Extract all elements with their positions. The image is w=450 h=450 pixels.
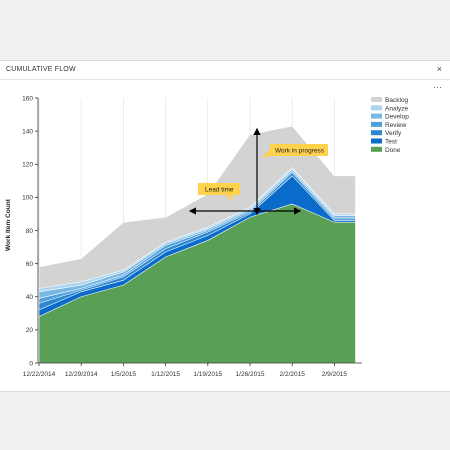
x-tick-label: 1/19/2015	[193, 371, 222, 378]
x-tick-label: 2/9/2015	[322, 371, 348, 378]
y-tick-label: 120	[22, 162, 33, 169]
legend-swatch	[371, 97, 382, 102]
wip-callout-pointer	[262, 149, 270, 158]
lead-time-callout-pointer	[226, 195, 232, 201]
panel-titlebar: CUMULATIVE FLOW ×	[0, 61, 450, 80]
panel-title: CUMULATIVE FLOW	[6, 66, 76, 73]
x-tick-label: 12/29/2014	[65, 371, 98, 378]
cumulative-flow-panel: CUMULATIVE FLOW × ··· 0 20 40 60 80 100 120 140…	[0, 60, 450, 392]
x-tick-label: 1/12/2015	[151, 371, 180, 378]
close-icon[interactable]: ×	[436, 64, 442, 74]
wip-callout-box	[270, 144, 328, 156]
cumulative-flow-chart: 0 20 40 60 80 100 120 140 160 12/22/2014 12/29/20…	[5, 95, 409, 378]
legend-label: Analyze	[385, 105, 409, 112]
chart-areas	[38, 125, 356, 364]
y-tick-label: 20	[26, 327, 34, 334]
legend-swatch	[371, 105, 382, 111]
y-tick-label: 100	[22, 195, 33, 202]
area-done	[38, 203, 356, 364]
y-tick-label: 80	[26, 228, 34, 235]
more-options-icon[interactable]: ···	[433, 82, 442, 92]
y-tick-label: 0	[29, 360, 33, 367]
legend-label: Done	[385, 147, 401, 154]
x-tick-label: 1/26/2015	[236, 371, 265, 378]
legend-swatch	[371, 138, 382, 144]
legend-swatch	[371, 130, 382, 136]
x-tick-label: 2/2/2015	[280, 371, 306, 378]
chart-callouts: Lead time Work in progress	[188, 127, 328, 216]
y-tick-label: 140	[22, 128, 33, 135]
y-tick-label: 160	[22, 95, 33, 102]
legend-swatch	[371, 146, 382, 152]
y-tick-label: 40	[26, 294, 34, 301]
legend-swatch	[371, 121, 382, 127]
legend-label: Review	[385, 122, 407, 129]
lead-time-label: Lead time	[205, 187, 234, 194]
x-tick-label: 1/5/2015	[111, 371, 137, 378]
y-tick-label: 60	[26, 261, 34, 268]
legend-label: Develop	[385, 114, 409, 121]
x-tick-labels: 12/22/2014 12/29/2014 1/5/2015 1/12/2015 1/1…	[23, 363, 348, 378]
x-tick-label: 12/22/2014	[23, 371, 56, 378]
legend-label: Test	[385, 139, 397, 146]
legend-label: Backlog	[385, 97, 409, 104]
legend-label: Verify	[385, 130, 402, 137]
legend-swatch	[371, 113, 382, 119]
lead-time-callout-box	[198, 183, 240, 195]
y-axis-label: Work Item Count	[5, 198, 12, 251]
wip-label: Work in progress	[275, 148, 325, 155]
y-tick-labels: 0 20 40 60 80 100 120 140 160	[22, 95, 38, 367]
